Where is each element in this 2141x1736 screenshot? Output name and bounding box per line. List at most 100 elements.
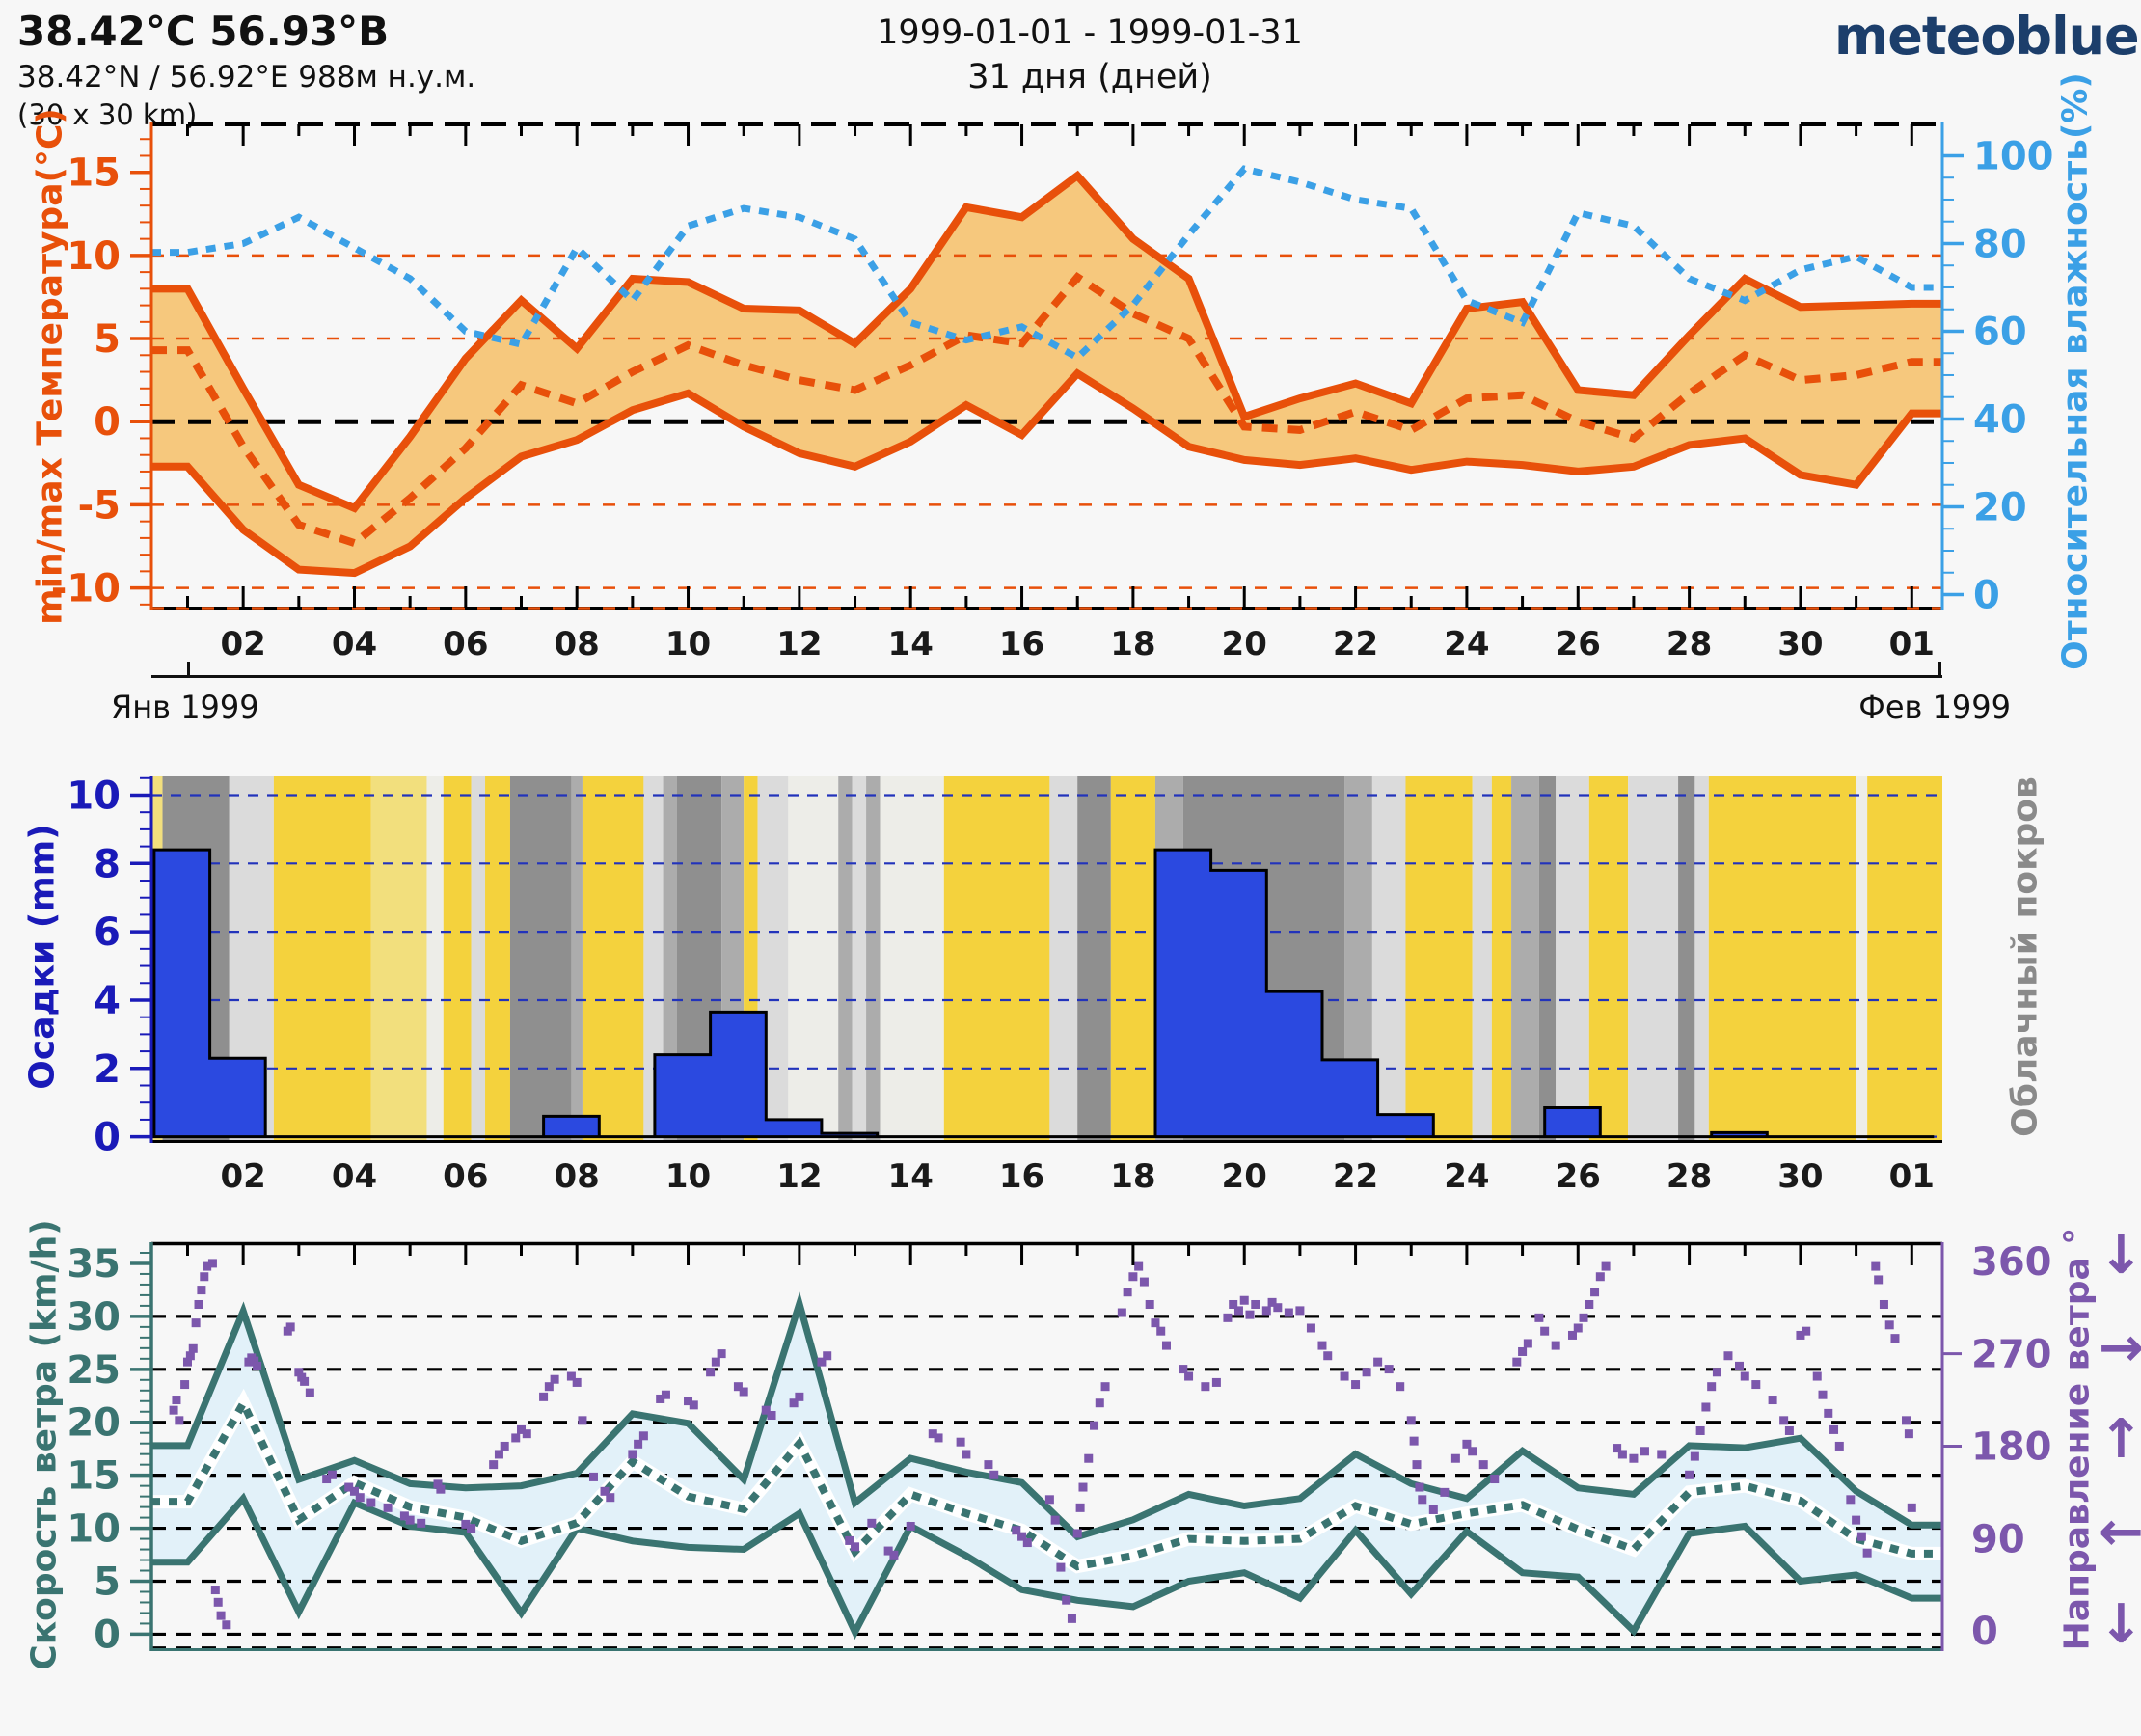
wind-direction-dot: [817, 1357, 827, 1367]
wind-direction-dot: [1267, 1297, 1277, 1307]
cloud-cover-stripe: [273, 776, 371, 1143]
wind-direction-dot: [661, 1390, 670, 1399]
wind-direction-dot: [322, 1475, 332, 1484]
wind-direction-dot: [1518, 1346, 1528, 1356]
wind-direction-dot: [194, 1299, 203, 1309]
wind-direction-dot: [1904, 1429, 1913, 1439]
wind-direction-dot: [1440, 1487, 1450, 1497]
x-tick-label: 14: [887, 1157, 934, 1196]
temp-y-tick-label: 5: [94, 317, 121, 362]
cloud-cover-stripe: [1678, 776, 1695, 1143]
wind-direction-dot: [1768, 1396, 1777, 1405]
x-tick-label: 26: [1555, 625, 1601, 664]
cloud-cover-stripe: [943, 776, 1050, 1143]
wind-direction-arrow: →: [2099, 1316, 2141, 1379]
wind-direction-dot: [1409, 1436, 1419, 1446]
wind-direction-dot: [1740, 1371, 1749, 1381]
wind-y-tick-label: 0: [94, 1613, 121, 1657]
wind-direction-dot: [1056, 1562, 1066, 1572]
wind-direction-dot: [1695, 1425, 1705, 1435]
month-axis-tick-jan: [187, 662, 190, 676]
wind-direction-dot: [1415, 1482, 1424, 1492]
wind-direction-dot: [1295, 1306, 1305, 1316]
wind-direction-dot: [544, 1382, 554, 1392]
cloud-cover-stripe: [1538, 776, 1557, 1143]
wind-direction-dot: [517, 1424, 527, 1434]
humidity-y-tick-label: 20: [1973, 485, 2027, 529]
wind-direction-dot: [1450, 1453, 1460, 1463]
wind-direction-dot: [433, 1479, 443, 1489]
cloud-cover-stripe: [866, 776, 881, 1143]
precipitation-cloud-chart: 10 8 6 4 2 0: [67, 773, 1942, 1160]
wind-y-tick-label: 5: [94, 1560, 121, 1605]
cloud-cover-stripe: [788, 776, 839, 1143]
cloud-cover-stripe: [1556, 776, 1589, 1143]
wind-direction-dot: [1657, 1450, 1667, 1459]
x-tick-label: 08: [554, 625, 600, 664]
wind-direction-dot: [889, 1550, 899, 1560]
winddirection-axis-title: Направление ветра °: [2057, 1227, 2098, 1651]
wind-direction-dot: [1512, 1357, 1522, 1367]
x-tick-label: 24: [1444, 625, 1490, 664]
wind-direction-dot: [572, 1377, 582, 1387]
wind-direction-dot: [172, 1396, 181, 1405]
x-tick-label: 12: [776, 625, 823, 664]
cloud-cover-stripe: [1867, 776, 1942, 1143]
cloud-cover-stripe: [370, 776, 427, 1143]
coordinates-subtitle: 38.42°N / 56.92°E 988м н.у.м.: [17, 60, 476, 95]
wind-direction-dot: [1907, 1503, 1916, 1512]
precip-y-tick-label: 4: [94, 979, 121, 1023]
wind-direction-dot: [1567, 1330, 1577, 1340]
cloud-cover-stripe: [838, 776, 853, 1143]
wind-direction-dot: [656, 1394, 665, 1403]
x-tick-label: 30: [1777, 1157, 1824, 1196]
wind-minmax-band: [151, 1303, 1942, 1633]
humidity-y-tick-label: 80: [1973, 222, 2027, 266]
wind-y-tick-label: 35: [67, 1242, 121, 1287]
humidity-y-tick-label: 100: [1973, 134, 2054, 178]
cloud-cover-stripe: [485, 776, 510, 1143]
cloud-cover-stripe: [663, 776, 677, 1143]
wind-direction-dot: [867, 1518, 877, 1528]
wind-y-tick-label: 30: [67, 1295, 121, 1340]
wind-direction-dot: [383, 1503, 393, 1512]
wind-direction-dot: [1362, 1368, 1371, 1377]
wind-direction-dot: [1145, 1299, 1154, 1309]
wind-direction-dot: [1412, 1460, 1422, 1470]
wind-direction-dot: [185, 1351, 195, 1361]
tmin-line: [151, 368, 1942, 578]
wind-direction-arrow: ↑: [2099, 1408, 2141, 1472]
wind-direction-dot: [1707, 1382, 1717, 1392]
wind-direction-dot: [1468, 1447, 1477, 1456]
wind-y-tick-label: 10: [67, 1507, 121, 1552]
wind-direction-dot: [1123, 1288, 1132, 1297]
wind-direction-dot: [349, 1486, 359, 1496]
wind-direction-dot: [1478, 1460, 1488, 1470]
cloud-cover-stripe: [509, 776, 572, 1143]
temperature-axis-title: min/max Температура(°C): [30, 108, 70, 625]
windmin-line: [151, 1492, 1942, 1641]
windspeed-axis-title: Скорость ветра (km/h): [24, 1219, 65, 1670]
wind-direction-dot: [253, 1361, 262, 1370]
wind-direction-dot: [588, 1472, 598, 1481]
x-tick-label: 10: [664, 1157, 712, 1196]
wind-direction-dot: [1824, 1408, 1833, 1418]
wind-direction-dot: [1818, 1390, 1828, 1399]
wind-direction-dot: [1139, 1277, 1149, 1287]
wind-direction-dot: [1784, 1425, 1794, 1435]
wind-direction-dot: [711, 1357, 720, 1367]
wind-direction-dot: [1134, 1261, 1144, 1271]
wind-direction-dot: [1829, 1424, 1839, 1434]
wind-direction-dot: [399, 1511, 409, 1521]
windmean-dotted-line: [151, 1395, 1942, 1571]
wind-direction-dot: [1251, 1299, 1260, 1309]
wind-direction-arrow: ↓: [2099, 1223, 2141, 1287]
temp-y-tick-label: -10: [51, 567, 121, 611]
x-tick-label: 20: [1221, 625, 1267, 664]
wind-direction-dot: [1156, 1326, 1166, 1336]
cloud-cover-stripe: [1708, 776, 1856, 1143]
wind-direction-dot: [197, 1286, 206, 1295]
x-tick-label: 04: [331, 1157, 378, 1196]
x-tick-label: 14: [887, 625, 934, 664]
